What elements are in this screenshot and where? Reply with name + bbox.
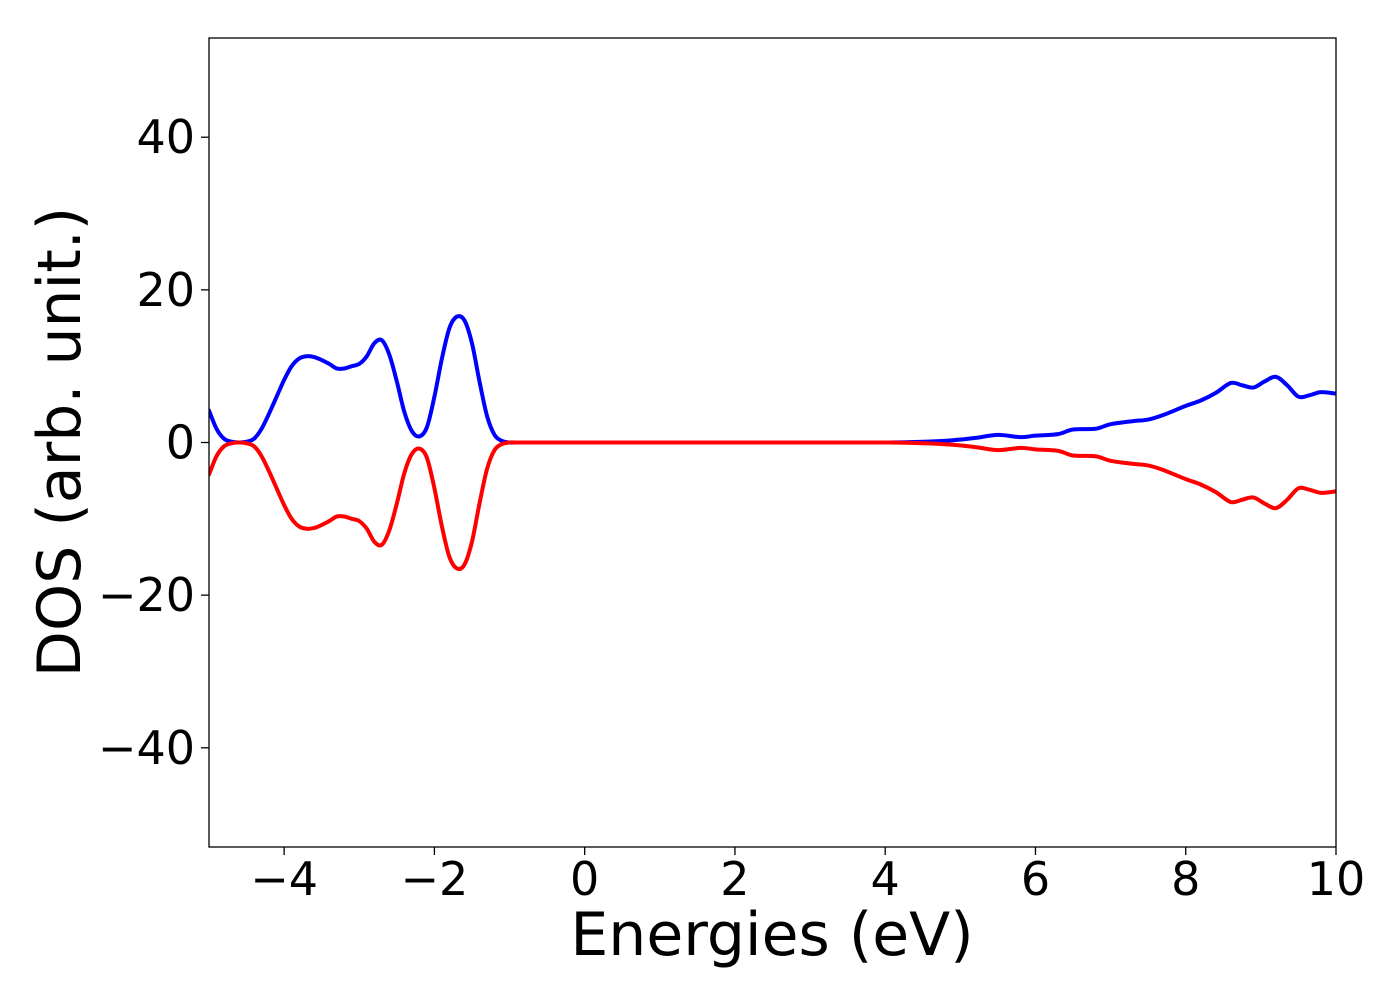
- y-axis-label: DOS (arb. unit.): [25, 207, 95, 677]
- x-tick-label: 2: [720, 852, 749, 906]
- y-tick-label: −40: [98, 721, 195, 775]
- series-layer: [209, 314, 1336, 571]
- x-tick-label: 4: [871, 852, 900, 906]
- series-line-1: [209, 440, 1336, 571]
- y-tick-label: −20: [98, 568, 195, 622]
- y-axis-ticks: −40 −20 0 20 40: [98, 110, 209, 775]
- x-tick-label: −4: [250, 852, 318, 906]
- x-tick-label: −2: [400, 852, 468, 906]
- x-axis-label: Energies (eV): [570, 900, 973, 970]
- x-tick-label: 8: [1171, 852, 1200, 906]
- x-tick-label: 10: [1307, 852, 1366, 906]
- x-tick-label: 6: [1021, 852, 1050, 906]
- series-line-0: [209, 314, 1336, 445]
- y-tick-label: 40: [136, 110, 195, 164]
- y-tick-label: 20: [136, 263, 195, 317]
- x-tick-label: 0: [570, 852, 599, 906]
- y-tick-label: 0: [166, 416, 195, 470]
- x-axis-ticks: −4 −2 0 2 4 6 8 10: [250, 847, 1365, 906]
